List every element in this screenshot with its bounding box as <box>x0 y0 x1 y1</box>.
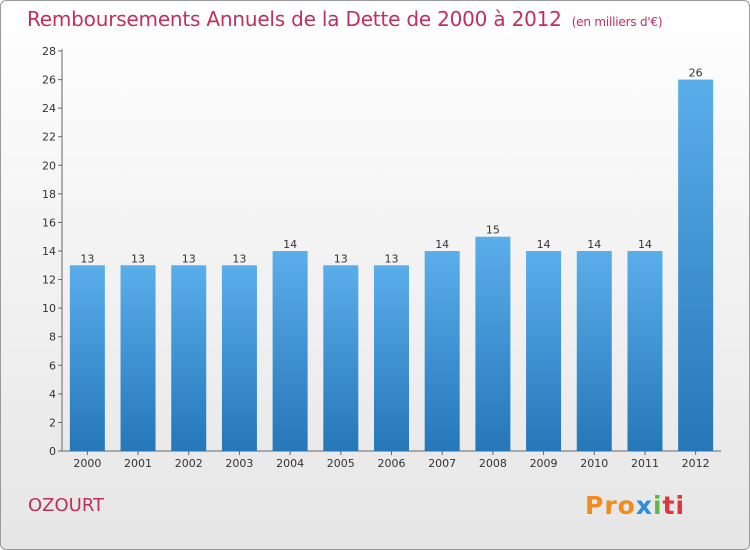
x-tick-label: 2001 <box>124 457 152 470</box>
y-tick-label: 20 <box>42 159 56 172</box>
commune-name: OZOURT <box>28 495 105 516</box>
title-unit: (en milliers d'€) <box>571 15 663 29</box>
bar-2006 <box>374 265 409 451</box>
y-tick-label: 0 <box>49 445 56 458</box>
bar-2000 <box>69 265 105 451</box>
x-tick-label: 2002 <box>175 457 203 470</box>
value-label: 13 <box>182 252 196 265</box>
value-label: 14 <box>283 238 297 251</box>
bar-2009 <box>526 251 562 451</box>
x-tick-label: 2010 <box>580 457 608 470</box>
bar-2011 <box>627 251 663 451</box>
bar-2012 <box>678 79 714 452</box>
x-tick-label: 2004 <box>276 457 304 470</box>
x-tick-label: 2003 <box>225 457 253 470</box>
y-tick-label: 28 <box>42 45 56 58</box>
bar-2004 <box>272 251 308 451</box>
bar-2002 <box>171 265 207 451</box>
bar-2010 <box>576 251 612 451</box>
x-tick-label: 2008 <box>479 457 507 470</box>
value-label: 14 <box>638 238 652 251</box>
chart-title: Remboursements Annuels de la Dette de 20… <box>27 7 663 31</box>
y-tick-label: 8 <box>49 331 56 344</box>
x-tick-label: 2009 <box>530 457 558 470</box>
y-tick-label: 18 <box>42 188 56 201</box>
value-label: 13 <box>334 252 348 265</box>
value-label: 14 <box>435 238 449 251</box>
bar-2008 <box>475 236 511 451</box>
y-tick-label: 22 <box>42 131 56 144</box>
bar-2007 <box>424 251 460 451</box>
y-tick-label: 16 <box>42 216 56 229</box>
y-tick-label: 10 <box>42 302 56 315</box>
bar-2001 <box>120 265 156 451</box>
bar-2005 <box>323 265 359 451</box>
value-label: 13 <box>385 252 399 265</box>
y-tick-label: 2 <box>49 416 56 429</box>
value-label: 15 <box>486 224 500 237</box>
value-label: 13 <box>80 252 94 265</box>
x-tick-label: 2011 <box>631 457 659 470</box>
value-label: 13 <box>131 252 145 265</box>
value-label: 13 <box>232 252 246 265</box>
x-tick-label: 2006 <box>378 457 406 470</box>
x-tick-label: 2012 <box>682 457 710 470</box>
y-tick-label: 4 <box>49 388 56 401</box>
x-tick-label: 2000 <box>73 457 101 470</box>
y-tick-label: 6 <box>49 359 56 372</box>
proxiti-logo: Proxiti <box>585 491 686 520</box>
y-tick-label: 14 <box>42 245 56 258</box>
value-label: 14 <box>587 238 601 251</box>
y-tick-label: 24 <box>42 102 56 115</box>
x-tick-label: 2007 <box>428 457 456 470</box>
value-label: 14 <box>537 238 551 251</box>
title-text: Remboursements Annuels de la Dette de 20… <box>27 7 562 31</box>
bar-2003 <box>221 265 257 451</box>
y-tick-label: 12 <box>42 274 56 287</box>
x-tick-label: 2005 <box>327 457 355 470</box>
y-tick-label: 26 <box>42 74 56 87</box>
value-label: 26 <box>689 67 703 80</box>
